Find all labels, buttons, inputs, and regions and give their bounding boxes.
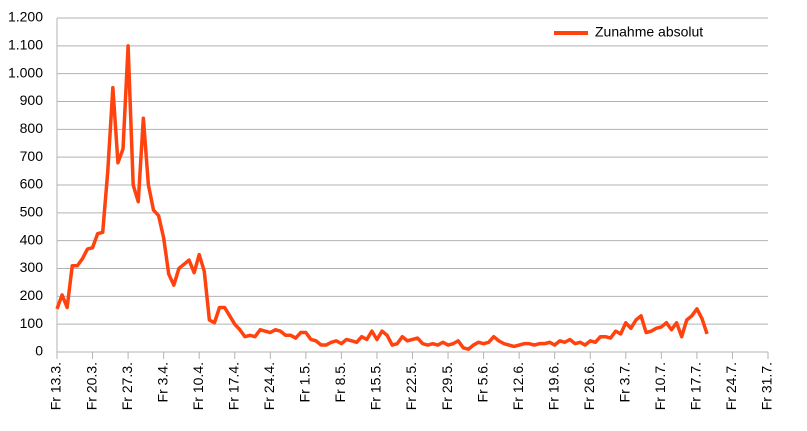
y-tick-label: 100 (20, 315, 44, 331)
x-tick-label: Fr 12.6. (510, 362, 526, 410)
x-tick-label: Fr 17.4. (225, 362, 241, 410)
y-tick-label: 300 (20, 259, 44, 275)
x-tick-label: Fr 27.3. (119, 362, 135, 410)
legend-label: Zunahme absolut (595, 24, 703, 40)
x-tick-label: Fr 22.5. (403, 362, 419, 410)
x-tick-label: Fr 5.6. (474, 362, 490, 402)
x-tick-label: Fr 15.5. (368, 362, 384, 410)
y-tick-label: 900 (20, 92, 44, 108)
x-tick-label: Fr 24.4. (261, 362, 277, 410)
y-tick-label: 800 (20, 120, 44, 136)
y-tick-label: 200 (20, 287, 44, 303)
y-tick-label: 600 (20, 176, 44, 192)
y-tick-label: 1.200 (8, 9, 43, 25)
x-tick-label: Fr 26.6. (581, 362, 597, 410)
x-tick-label: Fr 13.3. (48, 362, 64, 410)
x-tick-label: Fr 10.7. (652, 362, 668, 410)
x-tick-label: Fr 31.7. (759, 362, 775, 410)
x-tick-label: Fr 29.5. (439, 362, 455, 410)
x-tick-label: Fr 3.7. (617, 362, 633, 402)
y-tick-label: 500 (20, 204, 44, 220)
x-tick-label: Fr 8.5. (332, 362, 348, 402)
data-line (55, 44, 709, 351)
y-tick-label: 1.100 (8, 37, 43, 53)
y-tick-label: 1.000 (8, 64, 43, 80)
y-tick-label: 0 (35, 343, 43, 359)
x-tick-label: Fr 20.3. (83, 362, 99, 410)
y-tick-label: 400 (20, 231, 44, 247)
x-tick-label: Fr 17.7. (688, 362, 704, 410)
x-tick-label: Fr 1.5. (297, 362, 313, 402)
x-tick-label: Fr 10.4. (190, 362, 206, 410)
x-tick-label: Fr 19.6. (545, 362, 561, 410)
x-tick-label: Fr 24.7. (723, 362, 739, 410)
y-tick-label: 700 (20, 148, 44, 164)
x-tick-label: Fr 3.4. (154, 362, 170, 402)
